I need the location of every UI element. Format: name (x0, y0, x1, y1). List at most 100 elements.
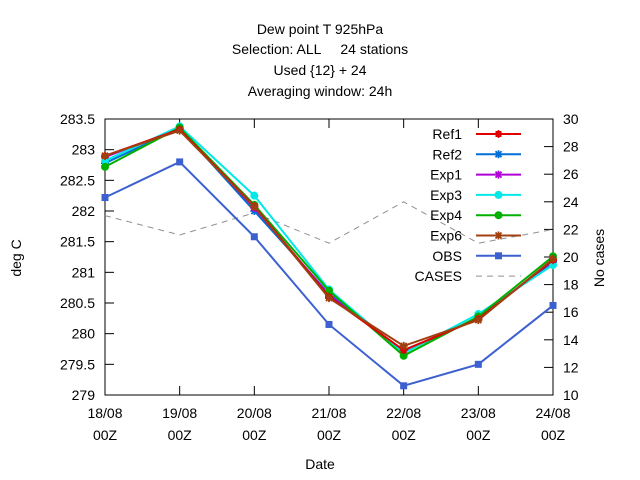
legend-item-cases-label: CASES (415, 268, 462, 284)
legend-item-cases: CASES (415, 268, 521, 284)
x-tick-label-time: 00Z (317, 427, 342, 443)
legend-item-exp6-marker (494, 231, 503, 240)
series-exp6-point (474, 316, 483, 325)
y2-tick-label: 26 (563, 166, 579, 182)
legend-item-exp4-marker-shape (494, 211, 503, 220)
legend-item-exp6-label: Exp6 (430, 228, 462, 244)
series-exp6-line (104, 129, 554, 348)
x-tick-label-date: 21/08 (311, 405, 346, 421)
legend-item-exp3: Exp3 (430, 187, 521, 203)
plot-frame (104, 118, 554, 396)
x-tick-label-date: 19/08 (162, 405, 197, 421)
y-tick-label: 279 (72, 387, 96, 403)
series-cases-line (104, 201, 554, 244)
legend-item-exp1-label: Exp1 (430, 167, 462, 183)
x-tick-label-time: 00Z (168, 427, 193, 443)
series-obs-point (549, 301, 557, 309)
y2-tick-label: 14 (563, 332, 579, 348)
y-tick-label: 279.5 (60, 356, 95, 372)
series-exp3-point-shape (250, 191, 259, 200)
x-tick-label-time: 00Z (466, 427, 491, 443)
series-ref2-line (104, 126, 554, 354)
x-tick-label-time: 00Z (541, 427, 566, 443)
series-exp3-point (250, 191, 259, 200)
x-tick-label-date: 18/08 (87, 405, 122, 421)
chart-title-line-1: Dew point T 925hPa (257, 21, 384, 37)
y2-tick-label: 16 (563, 304, 579, 320)
y2-tick-label: 10 (563, 387, 579, 403)
y2-tick-label: 24 (563, 194, 579, 210)
legend-item-exp6-marker-shape (494, 231, 503, 240)
x-tick-label-time: 00Z (93, 427, 118, 443)
x-tick-label-date: 22/08 (386, 405, 421, 421)
legend-item-ref2-marker-shape (494, 150, 503, 159)
series-exp6-point-shape (474, 316, 483, 325)
legend-item-ref1: Ref1 (432, 126, 521, 142)
series-exp6-point (325, 294, 333, 303)
y-tick-label: 283 (72, 142, 96, 158)
x-tick-label-date: 20/08 (237, 405, 272, 421)
series-exp6-point-shape (175, 126, 184, 135)
y2-tick-label: 22 (563, 221, 579, 237)
series-exp4-point (101, 162, 109, 171)
y2-tick-label: 12 (563, 359, 579, 375)
legend-item-ref1-marker-cross (494, 130, 503, 138)
y2-axis-label: No cases (591, 229, 607, 287)
x-tick-label-date: 24/08 (535, 405, 570, 421)
legend: Ref1 Ref2 Exp1 Exp3 Exp4 Exp6 OBS CASES (415, 126, 521, 284)
legend-item-obs-marker-shape (495, 252, 502, 260)
series-obs-point-shape (549, 301, 557, 309)
series-exp6-point-shape (325, 294, 333, 303)
series-exp6-point-shape (549, 254, 557, 263)
series-obs-point-shape (176, 158, 184, 166)
y2-tick-label: 30 (563, 111, 579, 127)
legend-item-exp4-marker (494, 211, 503, 220)
legend-item-obs-marker (495, 252, 502, 260)
x-axis-label: Date (305, 456, 335, 472)
series-obs-point-shape (101, 194, 109, 202)
y-tick-label: 280 (72, 326, 96, 342)
y-tick-label: 283.5 (60, 111, 95, 127)
legend-item-exp4-label: Exp4 (430, 207, 462, 223)
x-tick-label-date: 23/08 (461, 405, 496, 421)
series-obs-point (176, 158, 184, 166)
series-exp6-point-shape (101, 151, 109, 160)
legend-item-exp1-marker-shape (494, 170, 503, 179)
series-obs-point-shape (474, 360, 482, 368)
legend-item-exp1: Exp1 (430, 167, 521, 183)
legend-item-exp3-marker (494, 190, 503, 199)
series-exp6-point (549, 254, 557, 263)
legend-item-exp6: Exp6 (430, 228, 521, 244)
series-exp6-point (175, 126, 184, 135)
series-exp4-point-shape (101, 162, 109, 171)
series-exp6-point (101, 151, 109, 160)
x-tick-label-time: 00Z (392, 427, 417, 443)
y-tick-label: 282 (72, 203, 96, 219)
legend-item-ref2-marker (494, 150, 503, 159)
series-obs-point (325, 320, 333, 328)
series-obs-point-shape (250, 233, 258, 241)
y-tick-label: 282.5 (60, 172, 95, 188)
series-obs-point-shape (400, 382, 408, 390)
series-exp6 (101, 126, 557, 350)
y2-tick-label: 20 (563, 249, 579, 265)
legend-item-exp4: Exp4 (430, 207, 521, 223)
axes: 279 279.5 280 280.5 281 281.5 282 282.5 283 283.5… (60, 111, 579, 443)
series-exp3-line (104, 125, 554, 355)
series-exp6-point (399, 341, 408, 350)
series-cases (104, 201, 554, 244)
legend-item-obs: OBS (432, 248, 521, 264)
chart-title-line-3: Used {12} + 24 (273, 62, 366, 78)
legend-item-exp3-label: Exp3 (430, 187, 462, 203)
series-obs-point (250, 233, 258, 241)
y2-tick-label: 28 (563, 139, 579, 155)
series-exp1-line (104, 127, 554, 352)
legend-item-ref2: Ref2 (432, 146, 521, 162)
series-exp6-point-shape (250, 202, 259, 211)
series-obs-point-shape (325, 320, 333, 328)
legend-item-exp1-marker (494, 170, 503, 179)
chart-title-line-4: Averaging window: 24h (248, 83, 393, 99)
series-exp1 (101, 124, 557, 355)
legend-item-ref1-marker (494, 130, 503, 138)
